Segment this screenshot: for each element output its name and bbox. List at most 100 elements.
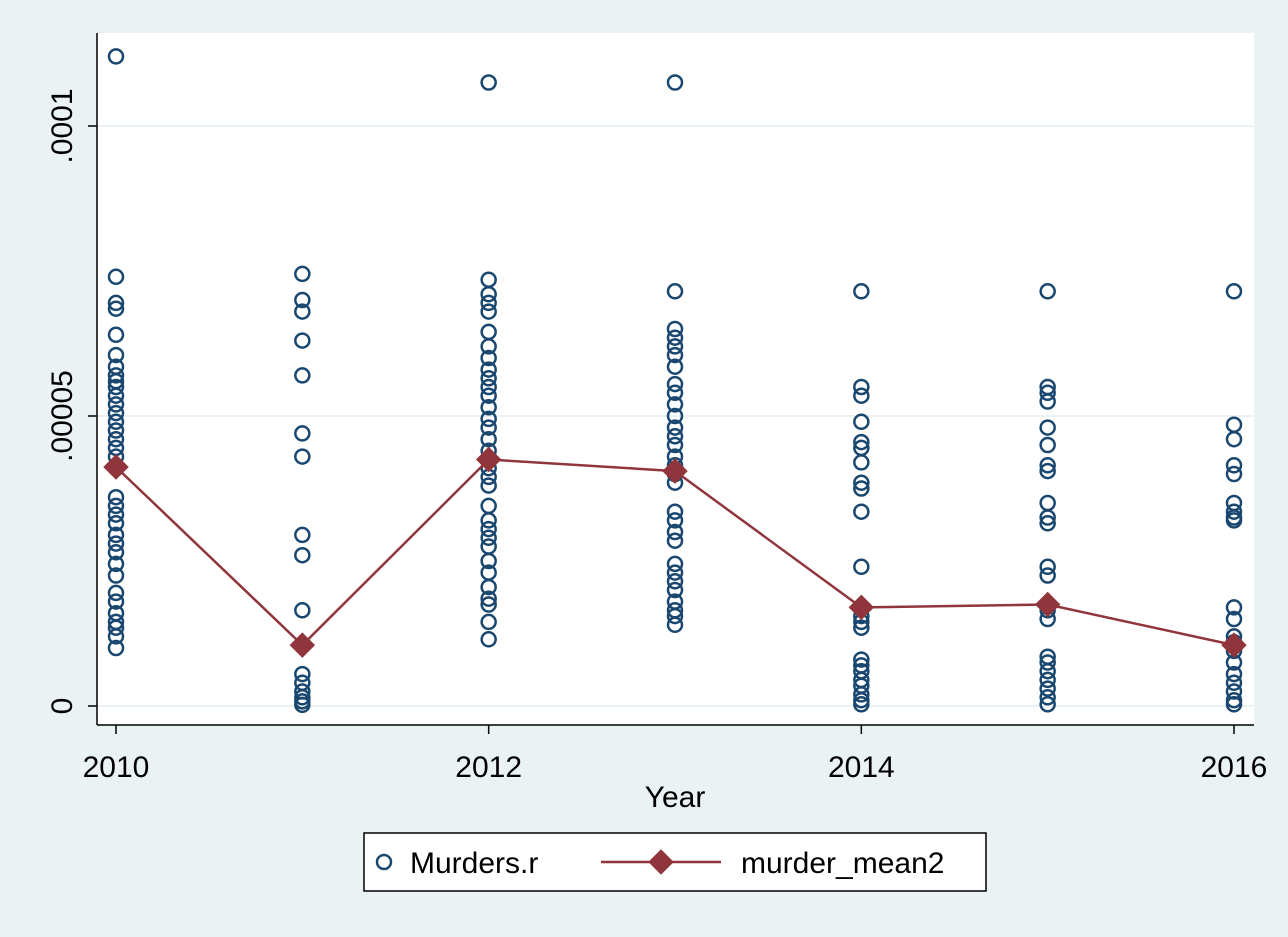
scatter-point xyxy=(666,346,684,364)
scatter-point xyxy=(853,454,870,471)
mean-point xyxy=(475,446,502,473)
scatter-point xyxy=(853,480,870,497)
scatter-point xyxy=(107,413,125,431)
scatter-point xyxy=(480,370,497,387)
scatter-point xyxy=(294,425,311,442)
scatter-point xyxy=(480,419,497,436)
scatter-point xyxy=(1039,393,1056,410)
scatter-point xyxy=(1225,430,1243,448)
plot-area xyxy=(97,33,1254,725)
scatter-point xyxy=(480,613,497,631)
scatter-point xyxy=(107,346,125,364)
scatter-point xyxy=(107,555,125,573)
y-axis: 0 .00005 .0001 xyxy=(46,33,98,725)
scatter-point xyxy=(480,552,497,570)
scatter-point xyxy=(107,584,125,602)
scatter-point xyxy=(1225,512,1243,529)
scatter-point xyxy=(480,338,497,355)
mean-point xyxy=(289,632,316,658)
scatter-point xyxy=(480,378,497,396)
scatter-point xyxy=(107,268,125,286)
scatter-point xyxy=(1225,696,1243,713)
scatter-point xyxy=(1039,671,1056,689)
y-tick-label-1: .00005 xyxy=(46,370,79,462)
scatter-point xyxy=(294,332,311,349)
scatter-point xyxy=(480,361,497,378)
scatter-point xyxy=(480,410,497,428)
scatter-point xyxy=(853,387,870,404)
legend-label-mean: murder_mean2 xyxy=(741,847,944,880)
scatter-point xyxy=(666,428,684,445)
legend-marker-mean xyxy=(648,849,674,875)
scatter-point xyxy=(666,320,684,338)
scatter-point xyxy=(1039,654,1056,671)
scatter-point xyxy=(1225,503,1243,520)
scatter-point xyxy=(107,430,125,448)
scatter-point xyxy=(666,396,684,413)
scatter-point xyxy=(294,291,311,309)
scatter-point xyxy=(480,477,497,494)
scatter-point xyxy=(1039,384,1056,402)
legend: Murders.r murder_mean2 xyxy=(363,832,987,892)
scatter-point xyxy=(666,607,684,625)
scatter-point xyxy=(107,367,125,384)
scatter-point xyxy=(1039,558,1056,576)
scatter-point xyxy=(107,48,125,65)
scatter-point xyxy=(107,506,125,523)
scatter-point xyxy=(1039,457,1056,474)
scatter-point xyxy=(666,436,684,454)
scatter-point xyxy=(480,529,497,547)
scatter-point xyxy=(666,523,684,541)
scatter-point xyxy=(666,573,684,590)
scatter-point xyxy=(107,535,125,552)
scatter-point xyxy=(480,578,497,596)
scatter-point xyxy=(666,532,684,549)
gridlines xyxy=(97,125,1254,707)
scatter-point xyxy=(853,503,870,520)
scatter-point xyxy=(107,567,125,584)
legend-marker-scatter xyxy=(375,853,393,871)
scatter-point xyxy=(1039,509,1056,526)
scatter-series xyxy=(107,48,1243,714)
scatter-point xyxy=(294,546,311,564)
scatter-point xyxy=(480,349,497,367)
x-tick-label-3: 2016 xyxy=(1201,751,1268,784)
scatter-point xyxy=(1225,457,1243,474)
scatter-point xyxy=(1039,567,1056,584)
scatter-point xyxy=(480,74,497,91)
scatter-point xyxy=(107,422,125,439)
mean-point xyxy=(848,594,875,621)
scatter-point xyxy=(1225,465,1243,483)
scatter-point xyxy=(480,512,497,529)
scatter-point xyxy=(480,631,497,648)
x-axis: 2010 2012 2014 2016 xyxy=(83,724,1268,784)
scatter-point xyxy=(853,474,870,491)
scatter-point xyxy=(1039,436,1056,454)
scatter-point xyxy=(853,283,870,300)
scatter-point xyxy=(666,616,684,634)
scatter-point xyxy=(1039,696,1056,713)
scatter-point xyxy=(107,526,125,544)
scatter-point xyxy=(480,596,497,613)
scatter-point xyxy=(107,488,125,506)
mean-point xyxy=(103,454,129,480)
scatter-point xyxy=(294,448,311,465)
scatter-point xyxy=(666,358,684,375)
mean-point xyxy=(662,458,688,484)
legend-label-scatter: Murders.r xyxy=(410,847,538,880)
scatter-point xyxy=(666,375,684,393)
scatter-point xyxy=(107,294,125,312)
scatter-point xyxy=(1225,665,1243,683)
x-axis-title: Year xyxy=(645,781,706,814)
scatter-point xyxy=(294,696,311,714)
scatter-point xyxy=(1039,662,1056,680)
scatter-point xyxy=(666,407,684,425)
scatter-point xyxy=(666,419,684,436)
scatter-point xyxy=(480,590,497,607)
scatter-point xyxy=(107,639,125,657)
scatter-point xyxy=(294,665,311,683)
scatter-point xyxy=(666,329,684,346)
scatter-point xyxy=(1039,419,1056,436)
scatter-point xyxy=(1225,283,1243,300)
scatter-point xyxy=(480,399,497,416)
